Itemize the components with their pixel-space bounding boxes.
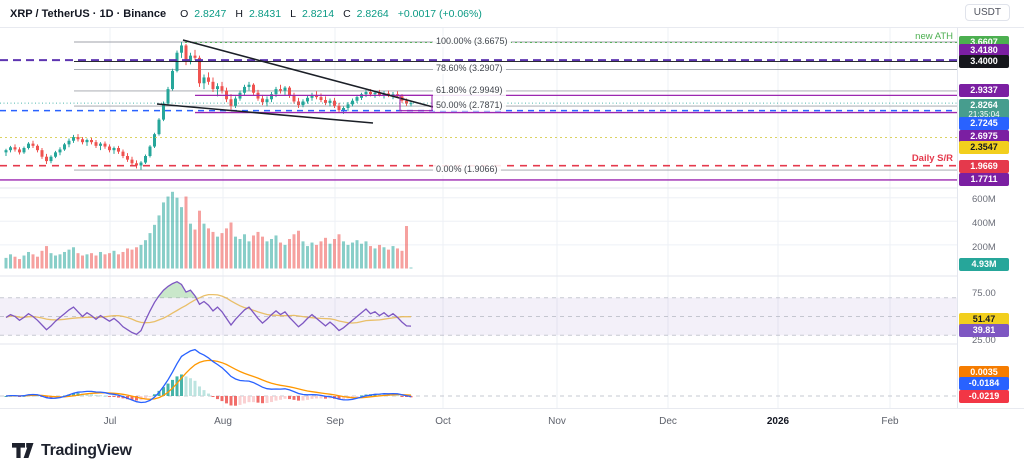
price-badge: 2.8264 21:35:04	[959, 98, 1009, 122]
tradingview-logo-icon	[12, 443, 34, 458]
price-badge: 2.3547	[959, 141, 1009, 154]
price-badge: 0.0035	[959, 366, 1009, 379]
time-axis-label: 2026	[766, 416, 790, 427]
quote-currency-chip[interactable]: USDT	[964, 4, 1010, 21]
price-badge: 2.9337	[959, 84, 1009, 97]
high-value: 2.8431	[248, 7, 282, 20]
daily-sr-label: Daily S/R	[911, 153, 953, 164]
price-badge: 3.4000	[959, 54, 1009, 68]
fib-level-label: 0.00% (1.9066)	[433, 164, 501, 176]
low-label: L	[290, 7, 296, 20]
tradingview-logo-text: TradingView	[41, 442, 132, 459]
price-badge: 1.7711	[959, 173, 1009, 186]
price-badge: -0.0219	[959, 390, 1009, 403]
time-axis-label: Nov	[548, 416, 566, 427]
scale-tick: 25.00	[972, 335, 996, 346]
fib-level-label: 78.60% (3.2907)	[433, 63, 506, 75]
scale-tick: 200M	[972, 242, 996, 253]
open-label: O	[180, 7, 189, 20]
price-badge: 3.4180	[959, 43, 1009, 57]
price-badge: -0.0184	[959, 377, 1009, 390]
scale-tick: 75.00	[972, 288, 996, 299]
countdown-timer: 21:35:04	[968, 109, 1000, 119]
price-badge: 1.9669	[959, 160, 1009, 173]
change-value: +0.0017 (+0.06%)	[397, 7, 482, 20]
close-value: 2.8264	[356, 7, 389, 20]
fib-level-label: 50.00% (2.7871)	[433, 100, 506, 111]
price-badge: 2.7245	[959, 117, 1009, 130]
time-axis-label: Oct	[435, 416, 451, 427]
fib-level-label: 100.00% (3.6675)	[433, 36, 511, 47]
open-value: 2.8247	[194, 7, 227, 20]
close-label: C	[343, 7, 351, 20]
price-badge: 51.47	[959, 313, 1009, 326]
scale-tick: 600M	[972, 194, 996, 205]
time-axis-label: Feb	[881, 416, 899, 427]
high-label: H	[235, 7, 243, 20]
fib-level-label: 61.80% (2.9949)	[433, 84, 506, 96]
price-badge: 4.93M	[959, 258, 1009, 271]
time-axis-label: Dec	[659, 416, 677, 427]
tradingview-logo[interactable]: TradingView	[12, 442, 132, 460]
time-axis-label: Jul	[103, 416, 117, 427]
time-axis-label: Aug	[214, 416, 232, 427]
price-badge: 2.6975	[959, 130, 1009, 143]
scale-tick: 400M	[972, 218, 996, 229]
low-value: 2.8214	[301, 7, 335, 20]
symbol-title[interactable]: XRP / TetherUS · 1D · Binance	[10, 7, 167, 20]
footer-strip: TradingView	[0, 434, 1024, 470]
time-axis-label: Sep	[326, 416, 344, 427]
new-ath-label: new ATH	[915, 31, 953, 42]
price-badge: 39.81	[959, 324, 1009, 337]
time-axis[interactable]: Jul Aug Sep Oct Nov Dec 2026 Feb	[0, 408, 1024, 435]
